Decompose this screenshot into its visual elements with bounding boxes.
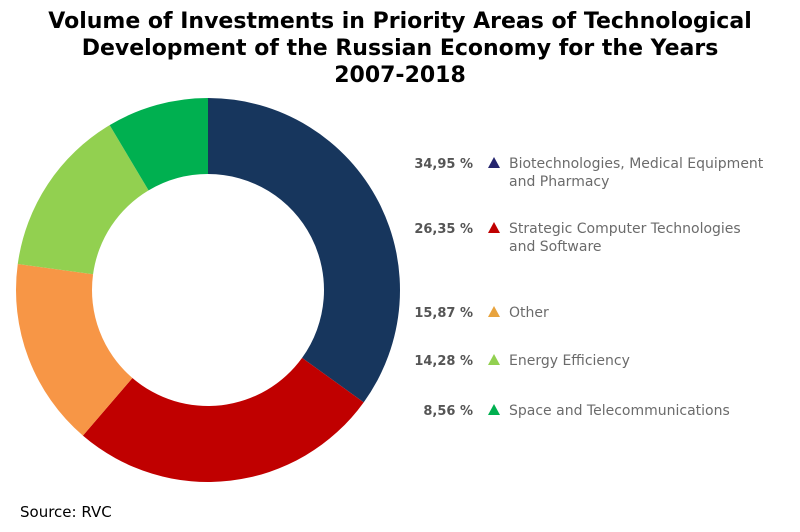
legend-label: Strategic Computer Technologies [509, 221, 741, 237]
chart-title-line-1: Volume of Investments in Priority Areas … [48, 9, 752, 34]
legend-triangle-icon [488, 306, 500, 317]
legend-triangle-icon [488, 354, 500, 365]
legend-label: Energy Efficiency [509, 353, 630, 369]
donut-slices [15, 98, 401, 483]
legend-item: 14,28 % Energy Efficiency [414, 353, 630, 369]
legend-triangle-icon [488, 404, 500, 415]
legend-percent: 15,87 % [414, 306, 473, 321]
legend-label: Space and Telecommunications [509, 403, 730, 419]
chart-title: Volume of Investments in Priority Areas … [0, 8, 800, 89]
donut-slice-4 [17, 125, 149, 275]
legend-percent: 26,35 % [414, 222, 473, 237]
legend-label: Other [509, 305, 549, 321]
legend-percent: 8,56 % [423, 404, 473, 419]
legend-triangle-icon [488, 222, 500, 233]
legend-label: and Software [509, 239, 602, 255]
legend-item: 8,56 % Space and Telecommunications [423, 403, 729, 419]
legend-triangle-icon [488, 157, 500, 168]
legend-label: Biotechnologies, Medical Equipment [509, 156, 764, 172]
legend-label: and Pharmacy [509, 174, 609, 190]
donut-slice-5 [109, 98, 208, 191]
donut-slice-2 [82, 357, 364, 483]
legend-item: 26,35 % Strategic Computer Technologies an… [414, 221, 740, 255]
source-note: Source: RVC [20, 503, 112, 521]
legend-percent: 34,95 % [414, 157, 473, 172]
legend: 34,95 % Biotechnologies, Medical Equipmen… [414, 156, 763, 419]
legend-item: 34,95 % Biotechnologies, Medical Equipmen… [414, 156, 763, 190]
donut-slice-1 [208, 98, 401, 403]
chart-title-line-3: 2007-2018 [334, 63, 466, 88]
chart-title-line-2: Development of the Russian Economy for t… [81, 36, 719, 61]
legend-percent: 14,28 % [414, 354, 473, 369]
donut-slice-3 [15, 263, 133, 436]
legend-item: 15,87 % Other [414, 305, 549, 321]
